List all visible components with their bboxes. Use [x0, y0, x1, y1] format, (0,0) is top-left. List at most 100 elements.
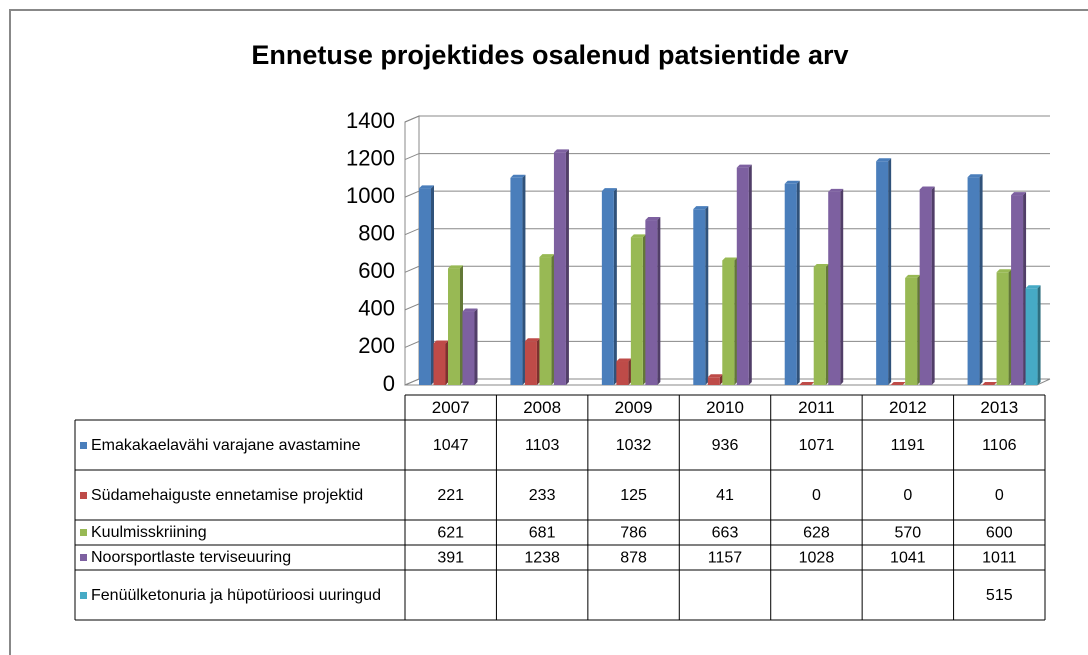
bar-face	[539, 257, 552, 385]
bar-face	[601, 191, 614, 385]
bar-face	[813, 267, 826, 385]
x-tick-label: 2007	[432, 398, 470, 417]
bar-face	[616, 361, 629, 385]
bar-face	[919, 186, 935, 190]
bar-face	[553, 152, 566, 385]
bar-face	[693, 209, 706, 385]
bar	[722, 257, 738, 385]
bar-face	[448, 268, 460, 385]
bar	[419, 185, 434, 385]
bar	[828, 188, 844, 385]
x-tick-label: 2010	[706, 398, 744, 417]
bar-face	[799, 382, 815, 385]
bar	[813, 264, 829, 385]
table-value: 1106	[982, 437, 1017, 454]
legend-key	[80, 591, 87, 599]
x-tick-label: 2008	[523, 398, 561, 417]
bar-face	[1037, 285, 1041, 385]
bar-face	[419, 188, 431, 385]
bar-face	[510, 174, 526, 178]
bar-face	[536, 338, 540, 385]
bar	[1025, 285, 1041, 385]
bar	[645, 217, 661, 385]
table-value: 1041	[890, 550, 926, 567]
table-value: 786	[620, 525, 647, 542]
bar	[616, 358, 632, 385]
bar	[707, 374, 723, 385]
legend-label: Noorsportlaste terviseuuring	[91, 549, 292, 566]
bar-face	[431, 185, 434, 385]
bar-face	[445, 340, 449, 385]
bar-face	[825, 264, 829, 385]
bar-face	[1025, 288, 1038, 385]
bar-face	[630, 237, 643, 385]
table-value: 221	[437, 487, 464, 504]
bar-face	[551, 254, 555, 385]
grid-line	[404, 153, 1050, 161]
bar-face	[722, 257, 738, 261]
bar-face	[1025, 285, 1041, 289]
bar-face	[1011, 195, 1024, 385]
bar-face	[1011, 192, 1027, 196]
bar	[890, 382, 906, 385]
table-value: 0	[903, 487, 912, 504]
bar	[510, 174, 526, 385]
bar-face	[905, 277, 918, 385]
table-value: 515	[986, 587, 1013, 604]
table-value: 1011	[982, 550, 1017, 567]
bar-face	[693, 206, 709, 210]
y-tick-label: 600	[358, 258, 395, 283]
table-value: 681	[529, 525, 556, 542]
bar-face	[462, 308, 478, 312]
bar-face	[433, 343, 446, 385]
bar	[693, 206, 709, 385]
bar-face	[828, 188, 844, 192]
table-value: 621	[437, 525, 464, 542]
bar	[524, 338, 540, 385]
bar-face	[524, 341, 537, 385]
bar-face	[840, 188, 844, 385]
table-value: 1047	[433, 437, 469, 454]
table-value: 1238	[524, 550, 560, 567]
bar-face	[474, 308, 478, 385]
table-value: 1157	[708, 550, 743, 567]
bar	[539, 254, 555, 385]
table-value: 936	[712, 437, 739, 454]
bar	[736, 164, 752, 385]
legend-entry: Emakakaelavähi varajane avastamine	[80, 420, 400, 470]
bar-face	[979, 174, 983, 385]
bar-face	[419, 185, 434, 189]
bar-face	[967, 174, 983, 178]
bar	[967, 174, 983, 385]
bar-face	[524, 338, 540, 342]
table-value: 570	[895, 525, 922, 542]
bar	[996, 269, 1012, 385]
bar-face	[539, 254, 555, 258]
grid-line	[404, 115, 1050, 123]
legend-entry: Kuulmisskriining	[80, 520, 400, 545]
bar-face	[553, 149, 569, 153]
legend-key	[80, 491, 87, 499]
bar-face	[905, 274, 921, 278]
bar-face	[784, 183, 797, 385]
bar-face	[522, 174, 526, 385]
y-tick-label: 0	[383, 371, 395, 396]
bar-face	[628, 358, 632, 385]
bar-face	[565, 149, 569, 385]
bar-face	[996, 269, 1012, 273]
bar-face	[613, 188, 617, 385]
table-value: 628	[803, 525, 830, 542]
bar-face	[1023, 192, 1027, 385]
x-tick-label: 2011	[798, 398, 835, 417]
y-tick-label: 1400	[346, 108, 395, 133]
bar	[448, 265, 463, 385]
bar-face	[462, 311, 475, 385]
bar	[919, 186, 935, 385]
bar-face	[876, 158, 892, 162]
table-value: 41	[716, 487, 734, 504]
legend-key	[80, 441, 87, 449]
bar-face	[630, 234, 646, 238]
bar-face	[967, 177, 980, 385]
bar-face	[448, 265, 463, 269]
